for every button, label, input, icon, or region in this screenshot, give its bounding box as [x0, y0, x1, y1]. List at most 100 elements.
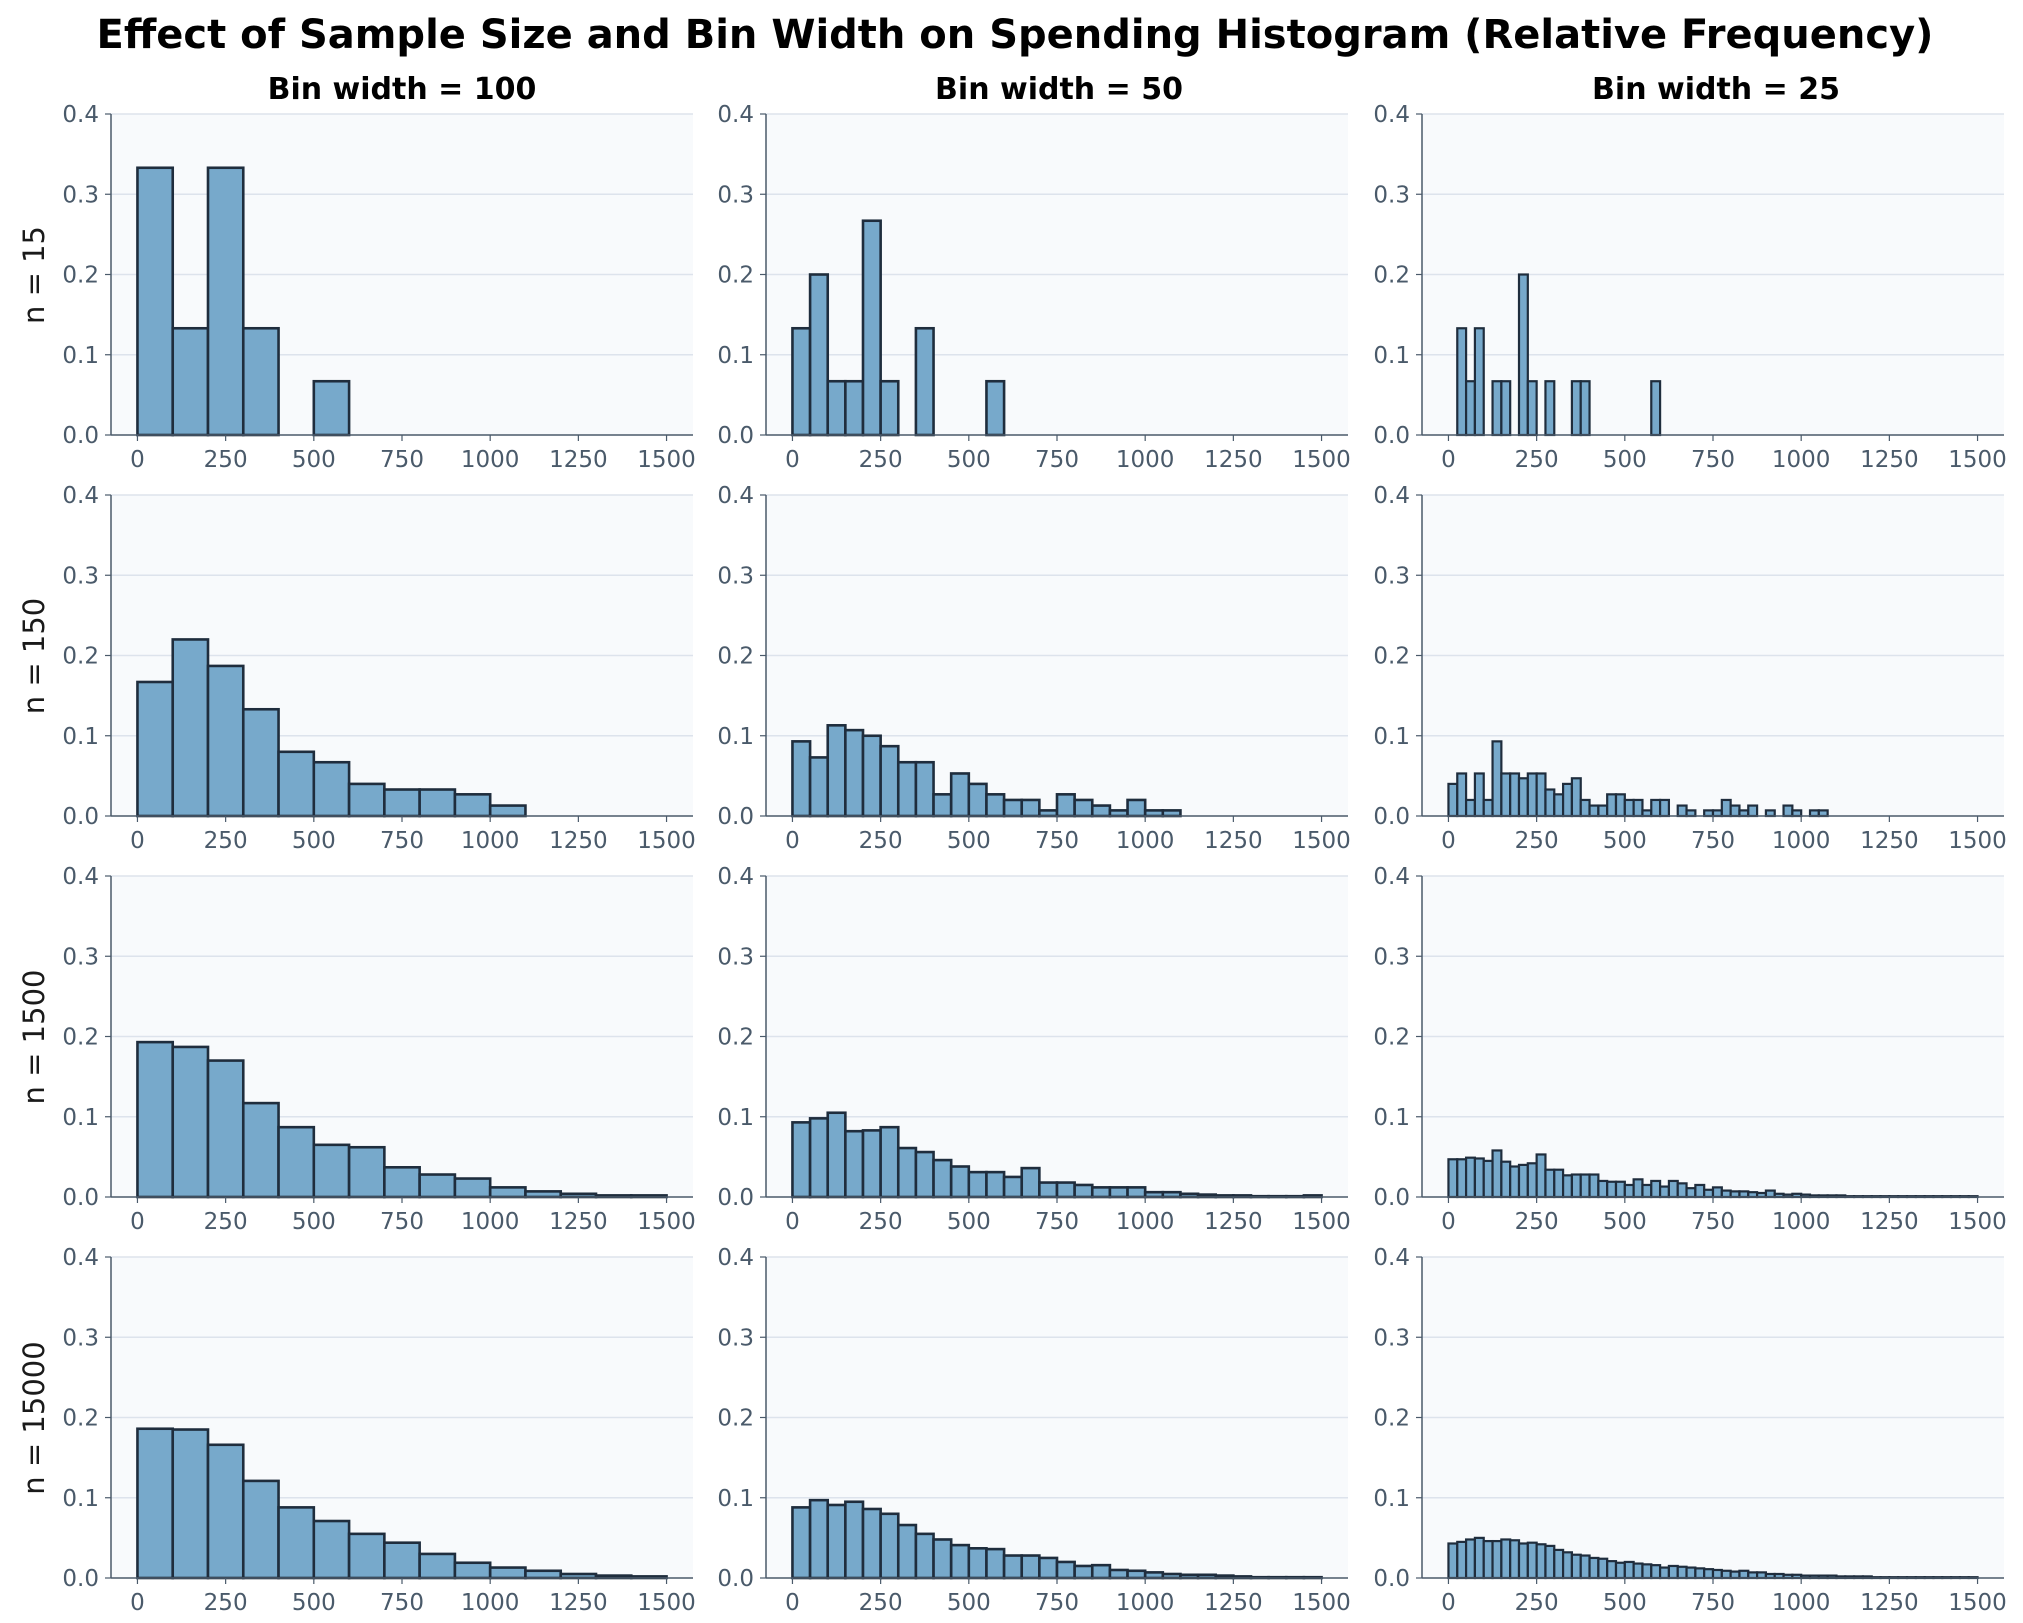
x-tick-label: 750 [1035, 1590, 1079, 1616]
histogram-bar [1535, 1153, 1547, 1199]
histogram-bar [1641, 1183, 1653, 1199]
y-tick-label: 0.4 [62, 1245, 99, 1271]
histogram-bar [1755, 1571, 1768, 1580]
x-tick-label: 0 [785, 1209, 800, 1235]
histogram-bar [1650, 380, 1662, 437]
histogram-bar [1738, 1569, 1750, 1580]
histogram-bar [985, 1170, 1006, 1199]
x-tick-label: 500 [1603, 447, 1647, 473]
histogram-bar [844, 379, 865, 437]
x-tick-label: 500 [292, 1590, 336, 1616]
histogram-bar [1553, 1548, 1565, 1580]
histogram-bar [967, 1547, 988, 1580]
histogram-bar [844, 1500, 865, 1580]
x-tick-label: 0 [785, 447, 800, 473]
y-tick-label: 0.4 [1373, 483, 1410, 509]
histogram-bar [808, 273, 830, 437]
histogram-bar [1002, 1175, 1024, 1199]
histogram-bar [1526, 1541, 1538, 1580]
histogram-bar [1570, 777, 1582, 818]
histogram-bar [808, 1498, 830, 1580]
histogram-bar [1623, 1183, 1635, 1199]
histogram-bar [1570, 380, 1582, 437]
y-tick-label: 0.2 [1373, 1025, 1410, 1051]
x-tick-label: 1000 [1772, 1209, 1831, 1235]
histogram-bar [1658, 1566, 1671, 1580]
histogram-bar [1641, 809, 1653, 818]
histogram-bar [1509, 1165, 1521, 1199]
x-tick-label: 1500 [1948, 828, 2007, 854]
x-tick-label: 0 [130, 447, 145, 473]
y-tick-label: 0.1 [1373, 343, 1410, 369]
y-tick-label: 0.1 [62, 343, 99, 369]
y-tick-label: 0.2 [717, 1025, 754, 1051]
y-tick-label: 0.2 [62, 1406, 99, 1432]
y-tick-label: 0.2 [62, 263, 99, 289]
histogram-bar [312, 1143, 351, 1199]
x-tick-label: 750 [380, 1209, 424, 1235]
x-tick-label: 250 [1515, 828, 1559, 854]
histogram-bar [1020, 1166, 1041, 1199]
histogram-bar [1002, 798, 1024, 818]
x-tick-label: 0 [130, 1209, 145, 1235]
histogram-bar [985, 379, 1006, 437]
histogram-bar [312, 760, 351, 818]
histogram-bar [1517, 777, 1529, 818]
y-tick-label: 0.2 [1373, 1406, 1410, 1432]
histogram-bar [914, 1150, 935, 1199]
histogram-bar [206, 1059, 245, 1199]
y-tick-label: 0.1 [62, 724, 99, 750]
row-label-n-150: n = 150 [17, 598, 51, 714]
x-tick-label: 500 [947, 447, 991, 473]
y-tick-label: 0.2 [62, 644, 99, 670]
histogram-bar [524, 1569, 563, 1580]
histogram-bar [171, 1428, 210, 1580]
histogram-bar [826, 1503, 847, 1580]
y-tick-label: 0.3 [62, 944, 99, 970]
histogram-bar [171, 1045, 210, 1199]
x-tick-label: 500 [947, 828, 991, 854]
row-label-n-15000: n = 15000 [17, 1341, 51, 1494]
histogram-bar [347, 782, 386, 818]
histogram-bar [1473, 1157, 1485, 1199]
y-tick-label: 0.4 [1373, 1245, 1410, 1271]
x-tick-label: 1000 [1772, 1590, 1831, 1616]
panel-r1-c1: 0.0 0.1 0.2 0.3 0.4 0 250 500 750 1000 1250 1500 [717, 483, 1350, 854]
histogram-bar [1500, 772, 1512, 818]
panel-r3-c0: 0.0 0.1 0.2 0.3 0.4 0 250 500 750 1000 1250 1500 [62, 1245, 695, 1616]
histogram-bar [383, 788, 421, 818]
histogram-bar [1641, 1563, 1653, 1580]
x-tick-label: 750 [1035, 828, 1079, 854]
histogram-bar [241, 707, 280, 818]
histogram-bar [1747, 1571, 1759, 1580]
y-tick-label: 0.3 [1373, 563, 1410, 589]
x-tick-label: 1500 [1292, 447, 1351, 473]
histogram-bar [1658, 1185, 1671, 1199]
histogram-bar [1676, 804, 1688, 818]
chart-title: Effect of Sample Size and Bin Width on S… [97, 12, 1934, 58]
histogram-bar [1544, 380, 1556, 437]
histogram-bar [1535, 1543, 1547, 1580]
x-tick-label: 1250 [549, 828, 608, 854]
histogram-bar [1553, 1168, 1565, 1199]
y-tick-label: 0.2 [717, 644, 754, 670]
x-tick-label: 1500 [637, 447, 696, 473]
histogram-bar [1711, 1568, 1723, 1580]
y-tick-label: 0.3 [717, 182, 754, 208]
y-tick-label: 0.4 [62, 102, 99, 128]
histogram-bar [241, 1479, 280, 1580]
histogram-bar [1606, 1180, 1618, 1199]
y-tick-label: 0.3 [717, 1325, 754, 1351]
histogram-bar [1791, 809, 1803, 818]
histogram-bar [879, 379, 900, 437]
histogram-bar [1561, 1551, 1574, 1580]
histogram-bar [1447, 782, 1459, 818]
histogram-bar [791, 1506, 812, 1580]
y-tick-label: 0.0 [62, 804, 99, 830]
panel-r2-c0: 0.0 0.1 0.2 0.3 0.4 0 250 500 750 1000 1250 1500 [62, 864, 695, 1235]
histogram-bar [1535, 772, 1547, 818]
x-tick-label: 1500 [1292, 1209, 1351, 1235]
histogram-bar [1817, 809, 1829, 818]
histogram-bar [312, 379, 351, 437]
